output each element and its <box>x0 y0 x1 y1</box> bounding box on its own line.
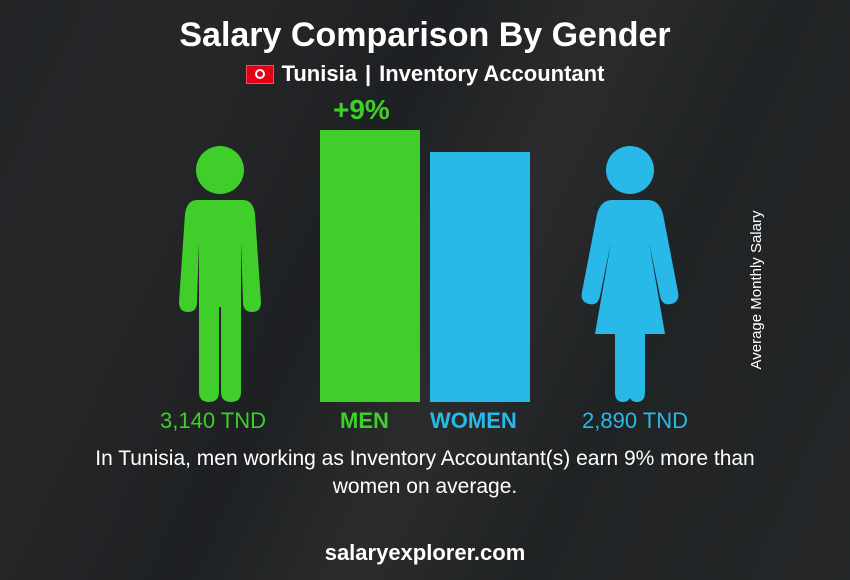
country-label: Tunisia <box>282 61 357 87</box>
female-person-icon <box>565 142 695 402</box>
subtitle-row: Tunisia | Inventory Accountant <box>0 61 850 87</box>
page-title: Salary Comparison By Gender <box>0 0 850 55</box>
women-bar <box>430 152 530 402</box>
infographic-container: Salary Comparison By Gender Tunisia | In… <box>0 0 850 580</box>
y-axis-label: Average Monthly Salary <box>748 211 765 370</box>
men-salary-label: 3,140 TND <box>160 408 266 434</box>
men-bar-label: MEN <box>340 408 389 434</box>
male-person-icon <box>155 142 285 402</box>
footer-source: salaryexplorer.com <box>325 540 526 566</box>
role-label: Inventory Accountant <box>379 61 604 87</box>
percent-diff-label: +9% <box>333 94 390 126</box>
description-text: In Tunisia, men working as Inventory Acc… <box>65 445 785 502</box>
women-bar-label: WOMEN <box>430 408 517 434</box>
women-salary-label: 2,890 TND <box>582 408 688 434</box>
separator: | <box>365 61 371 87</box>
chart-area: +9% 3,140 TND MEN WOMEN 2,890 TND <box>115 100 735 440</box>
men-bar <box>320 130 420 402</box>
tunisia-flag-icon <box>246 65 274 84</box>
